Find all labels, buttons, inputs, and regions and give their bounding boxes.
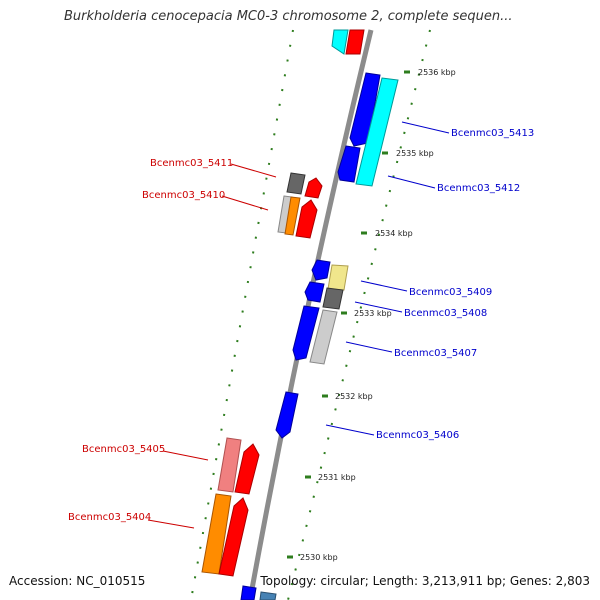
gene-label-5410[interactable]: Bcenmc03_5410 <box>142 190 225 201</box>
map-title: Burkholderia cenocepacia MC0-3 chromosom… <box>64 9 513 24</box>
gene-labels-right: Bcenmc03_5413 Bcenmc03_5412 Bcenmc03_540… <box>376 128 534 441</box>
gene-label-5409[interactable]: Bcenmc03_5409 <box>409 287 492 298</box>
gene-label-5404[interactable]: Bcenmc03_5404 <box>68 512 151 523</box>
gene-block-bottom-steel[interactable] <box>259 591 277 600</box>
leader-line-5411 <box>230 163 277 178</box>
genome-summary-text: Topology: circular; Length: 3,213,911 bp… <box>260 574 590 588</box>
gene-labels-left: Bcenmc03_5411 Bcenmc03_5410 Bcenmc03_540… <box>68 158 233 523</box>
tick-labels: 2536 kbp 2535 kbp 2534 kbp 2533 kbp 2532… <box>300 68 456 562</box>
gene-block-5410-orange[interactable] <box>284 196 301 236</box>
gene-label-5406[interactable]: Bcenmc03_5406 <box>376 430 459 441</box>
gene-block-5409-khaki[interactable] <box>327 264 349 291</box>
gene-block-bottom-blue[interactable] <box>240 585 257 600</box>
leader-line-5410 <box>221 195 269 211</box>
leader-line-5412 <box>387 175 436 189</box>
forward-strand-genes <box>201 172 323 577</box>
gene-label-5411[interactable]: Bcenmc03_5411 <box>150 158 233 169</box>
gene-block-top-red[interactable] <box>345 29 365 55</box>
gene-block-5408-grey[interactable] <box>322 287 344 310</box>
gene-label-5413[interactable]: Bcenmc03_5413 <box>451 128 534 139</box>
leader-line-5407 <box>345 341 393 353</box>
leader-line-5409 <box>360 280 408 292</box>
tick-label-2533: 2533 kbp <box>354 309 392 318</box>
leader-line-5404 <box>147 519 195 529</box>
tick-label-2536: 2536 kbp <box>418 68 456 77</box>
tick-label-2531: 2531 kbp <box>318 473 356 482</box>
tick-label-2535: 2535 kbp <box>396 149 434 158</box>
gene-block-5405-red[interactable] <box>234 443 260 495</box>
leader-line-5406 <box>325 424 375 436</box>
gene-label-5412[interactable]: Bcenmc03_5412 <box>437 183 520 194</box>
gene-block-5411-red[interactable] <box>304 177 323 199</box>
gene-block-5407-grey[interactable] <box>309 309 338 365</box>
gene-block-5411-grey[interactable] <box>286 172 306 195</box>
leader-line-5405 <box>162 450 209 461</box>
leader-line-5408 <box>354 301 403 313</box>
gene-label-5407[interactable]: Bcenmc03_5407 <box>394 348 477 359</box>
tick-label-2530: 2530 kbp <box>300 553 338 562</box>
gene-block-5409-blue[interactable] <box>311 259 331 281</box>
gene-block-5404-red[interactable] <box>218 497 249 577</box>
tick-label-2532: 2532 kbp <box>335 392 373 401</box>
gene-block-top-cyan[interactable] <box>331 29 349 55</box>
gene-label-5405[interactable]: Bcenmc03_5405 <box>82 444 165 455</box>
gene-block-5412-cyan[interactable] <box>355 77 399 187</box>
gene-block-5413-blue[interactable] <box>349 72 381 147</box>
gene-block-5407-blue[interactable] <box>292 305 320 361</box>
gene-block-5410-red[interactable] <box>295 199 318 239</box>
gene-label-5408[interactable]: Bcenmc03_5408 <box>404 308 487 319</box>
reverse-strand-genes <box>240 29 399 600</box>
gene-block-5406-blue[interactable] <box>275 391 299 439</box>
tick-label-2534: 2534 kbp <box>375 229 413 238</box>
gene-block-5405-salmon[interactable] <box>217 437 242 493</box>
accession-text: Accession: NC_010515 <box>9 574 146 588</box>
gene-block-5408-blue[interactable] <box>304 281 325 303</box>
tick-marks <box>287 70 410 559</box>
leader-lines <box>147 121 450 529</box>
gene-block-5412-blue[interactable] <box>337 145 361 183</box>
leader-line-5413 <box>401 121 450 134</box>
